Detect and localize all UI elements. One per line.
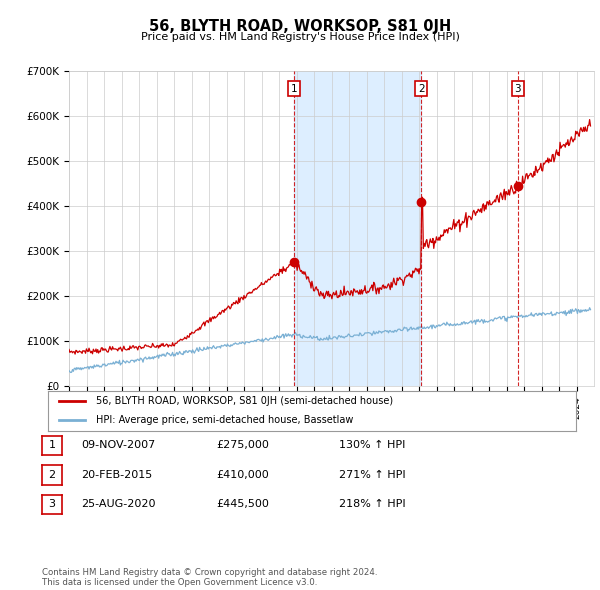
Text: Contains HM Land Registry data © Crown copyright and database right 2024.
This d: Contains HM Land Registry data © Crown c… bbox=[42, 568, 377, 587]
Text: 20-FEB-2015: 20-FEB-2015 bbox=[81, 470, 152, 480]
Text: Price paid vs. HM Land Registry's House Price Index (HPI): Price paid vs. HM Land Registry's House … bbox=[140, 32, 460, 42]
Text: 1: 1 bbox=[49, 441, 55, 450]
Bar bbox=[294, 71, 421, 386]
Text: 2: 2 bbox=[49, 470, 55, 480]
Text: HPI: Average price, semi-detached house, Bassetlaw: HPI: Average price, semi-detached house,… bbox=[95, 415, 353, 425]
Text: 56, BLYTH ROAD, WORKSOP, S81 0JH (semi-detached house): 56, BLYTH ROAD, WORKSOP, S81 0JH (semi-d… bbox=[95, 396, 392, 407]
Text: 271% ↑ HPI: 271% ↑ HPI bbox=[339, 470, 406, 480]
Text: £275,000: £275,000 bbox=[216, 441, 269, 450]
Text: 130% ↑ HPI: 130% ↑ HPI bbox=[339, 441, 406, 450]
Text: 09-NOV-2007: 09-NOV-2007 bbox=[81, 441, 155, 450]
Text: £410,000: £410,000 bbox=[216, 470, 269, 480]
Text: £445,500: £445,500 bbox=[216, 500, 269, 509]
Text: 25-AUG-2020: 25-AUG-2020 bbox=[81, 500, 155, 509]
Text: 218% ↑ HPI: 218% ↑ HPI bbox=[339, 500, 406, 509]
Text: 2: 2 bbox=[418, 84, 425, 94]
Text: 3: 3 bbox=[49, 500, 55, 509]
Text: 3: 3 bbox=[515, 84, 521, 94]
Text: 1: 1 bbox=[291, 84, 298, 94]
Text: 56, BLYTH ROAD, WORKSOP, S81 0JH: 56, BLYTH ROAD, WORKSOP, S81 0JH bbox=[149, 19, 451, 34]
